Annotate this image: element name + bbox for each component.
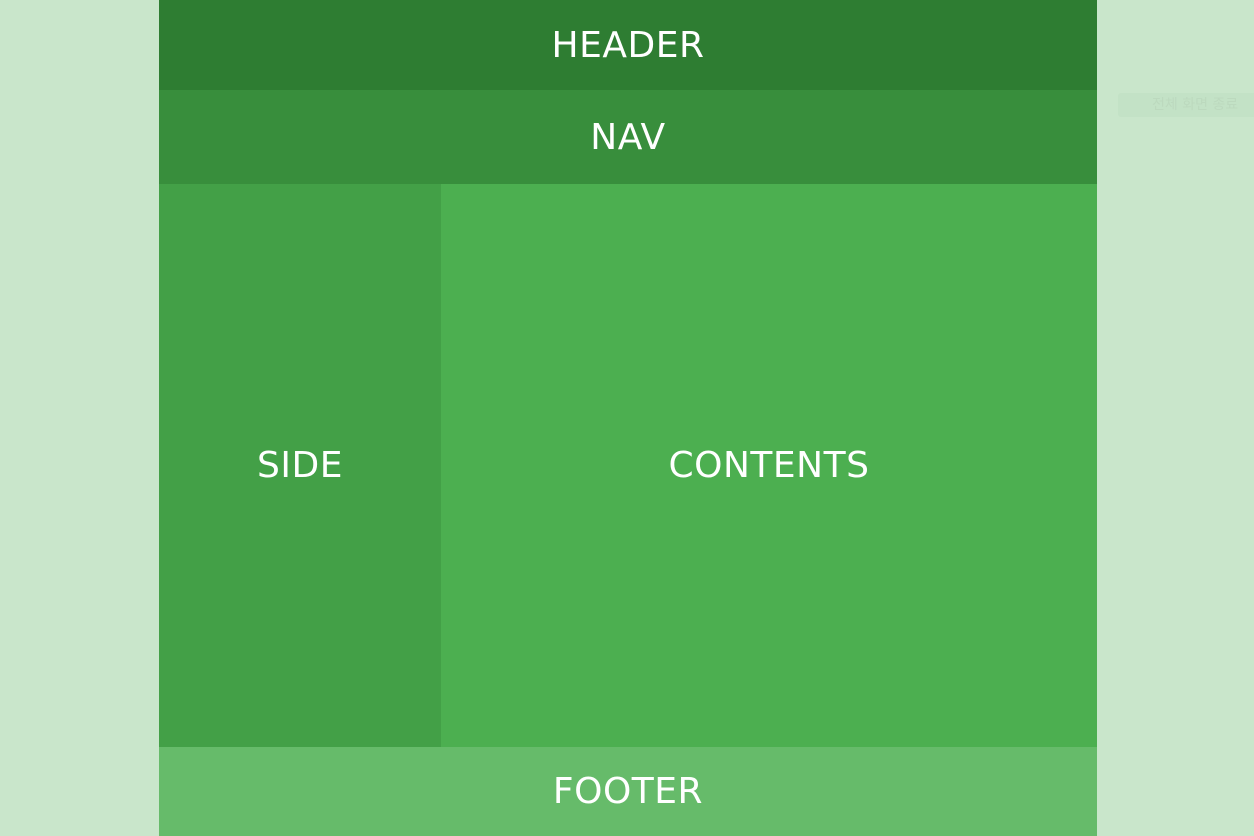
- header-label: HEADER: [551, 24, 705, 66]
- side-section: SIDE: [159, 184, 441, 747]
- exit-fullscreen-hint[interactable]: 전체 화면 종료: [1118, 93, 1254, 117]
- contents-section: CONTENTS: [441, 184, 1097, 747]
- page-layout: HEADER NAV SIDE CONTENTS FOOTER: [159, 0, 1097, 836]
- footer-label: FOOTER: [552, 771, 704, 812]
- contents-label: CONTENTS: [668, 445, 870, 486]
- nav-section: NAV: [159, 90, 1097, 184]
- side-label: SIDE: [257, 445, 343, 486]
- main-row: SIDE CONTENTS: [159, 184, 1097, 747]
- footer-section: FOOTER: [159, 747, 1097, 836]
- nav-label: NAV: [590, 116, 666, 158]
- header-section: HEADER: [159, 0, 1097, 90]
